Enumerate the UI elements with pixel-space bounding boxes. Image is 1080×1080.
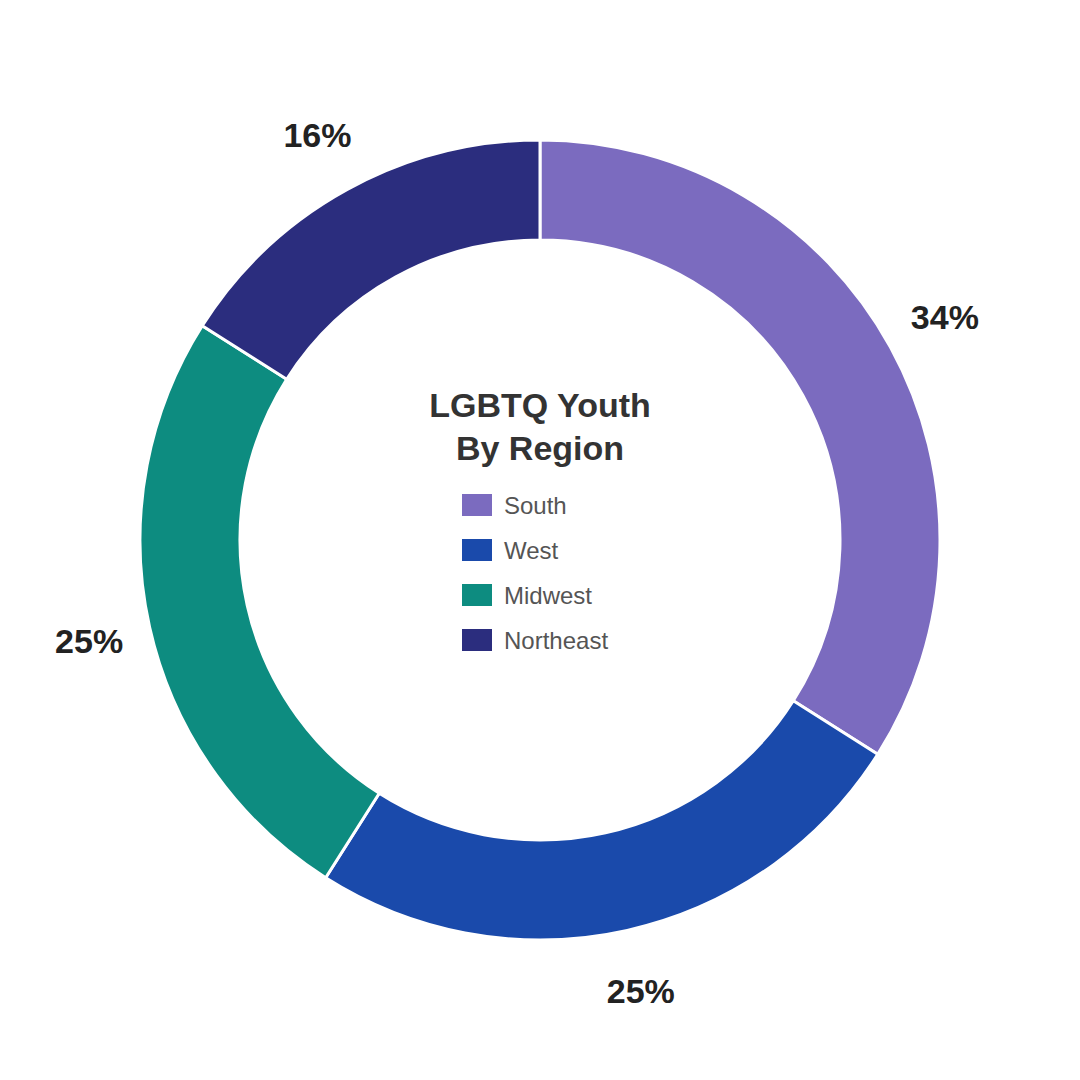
legend-swatch (462, 629, 492, 651)
chart-svg: 34% 25% 25% 16% LGBTQ Youth By Region South Wes… (0, 0, 1080, 1080)
legend: South West Midwest Northeast (462, 492, 608, 654)
legend-label: Northeast (504, 627, 608, 654)
data-label: 25% (55, 622, 123, 660)
legend-swatch (462, 539, 492, 561)
subtitle: By Region (456, 429, 624, 467)
legend-label: South (504, 492, 567, 519)
donut-slice (326, 701, 878, 940)
data-label: 16% (283, 116, 351, 154)
donut-slice (202, 140, 540, 379)
legend-swatch (462, 584, 492, 606)
chart-container: 34% 25% 25% 16% LGBTQ Youth By Region South Wes… (0, 0, 1080, 1080)
legend-swatch (462, 494, 492, 516)
legend-label: West (504, 537, 559, 564)
legend-label: Midwest (504, 582, 592, 609)
data-labels: 34% 25% 25% 16% (55, 116, 979, 1010)
data-label: 25% (607, 972, 675, 1010)
background (0, 0, 1080, 1080)
title: LGBTQ Youth (429, 386, 651, 424)
donut-slice (140, 326, 379, 878)
data-label: 34% (911, 298, 979, 336)
slices (140, 140, 940, 940)
